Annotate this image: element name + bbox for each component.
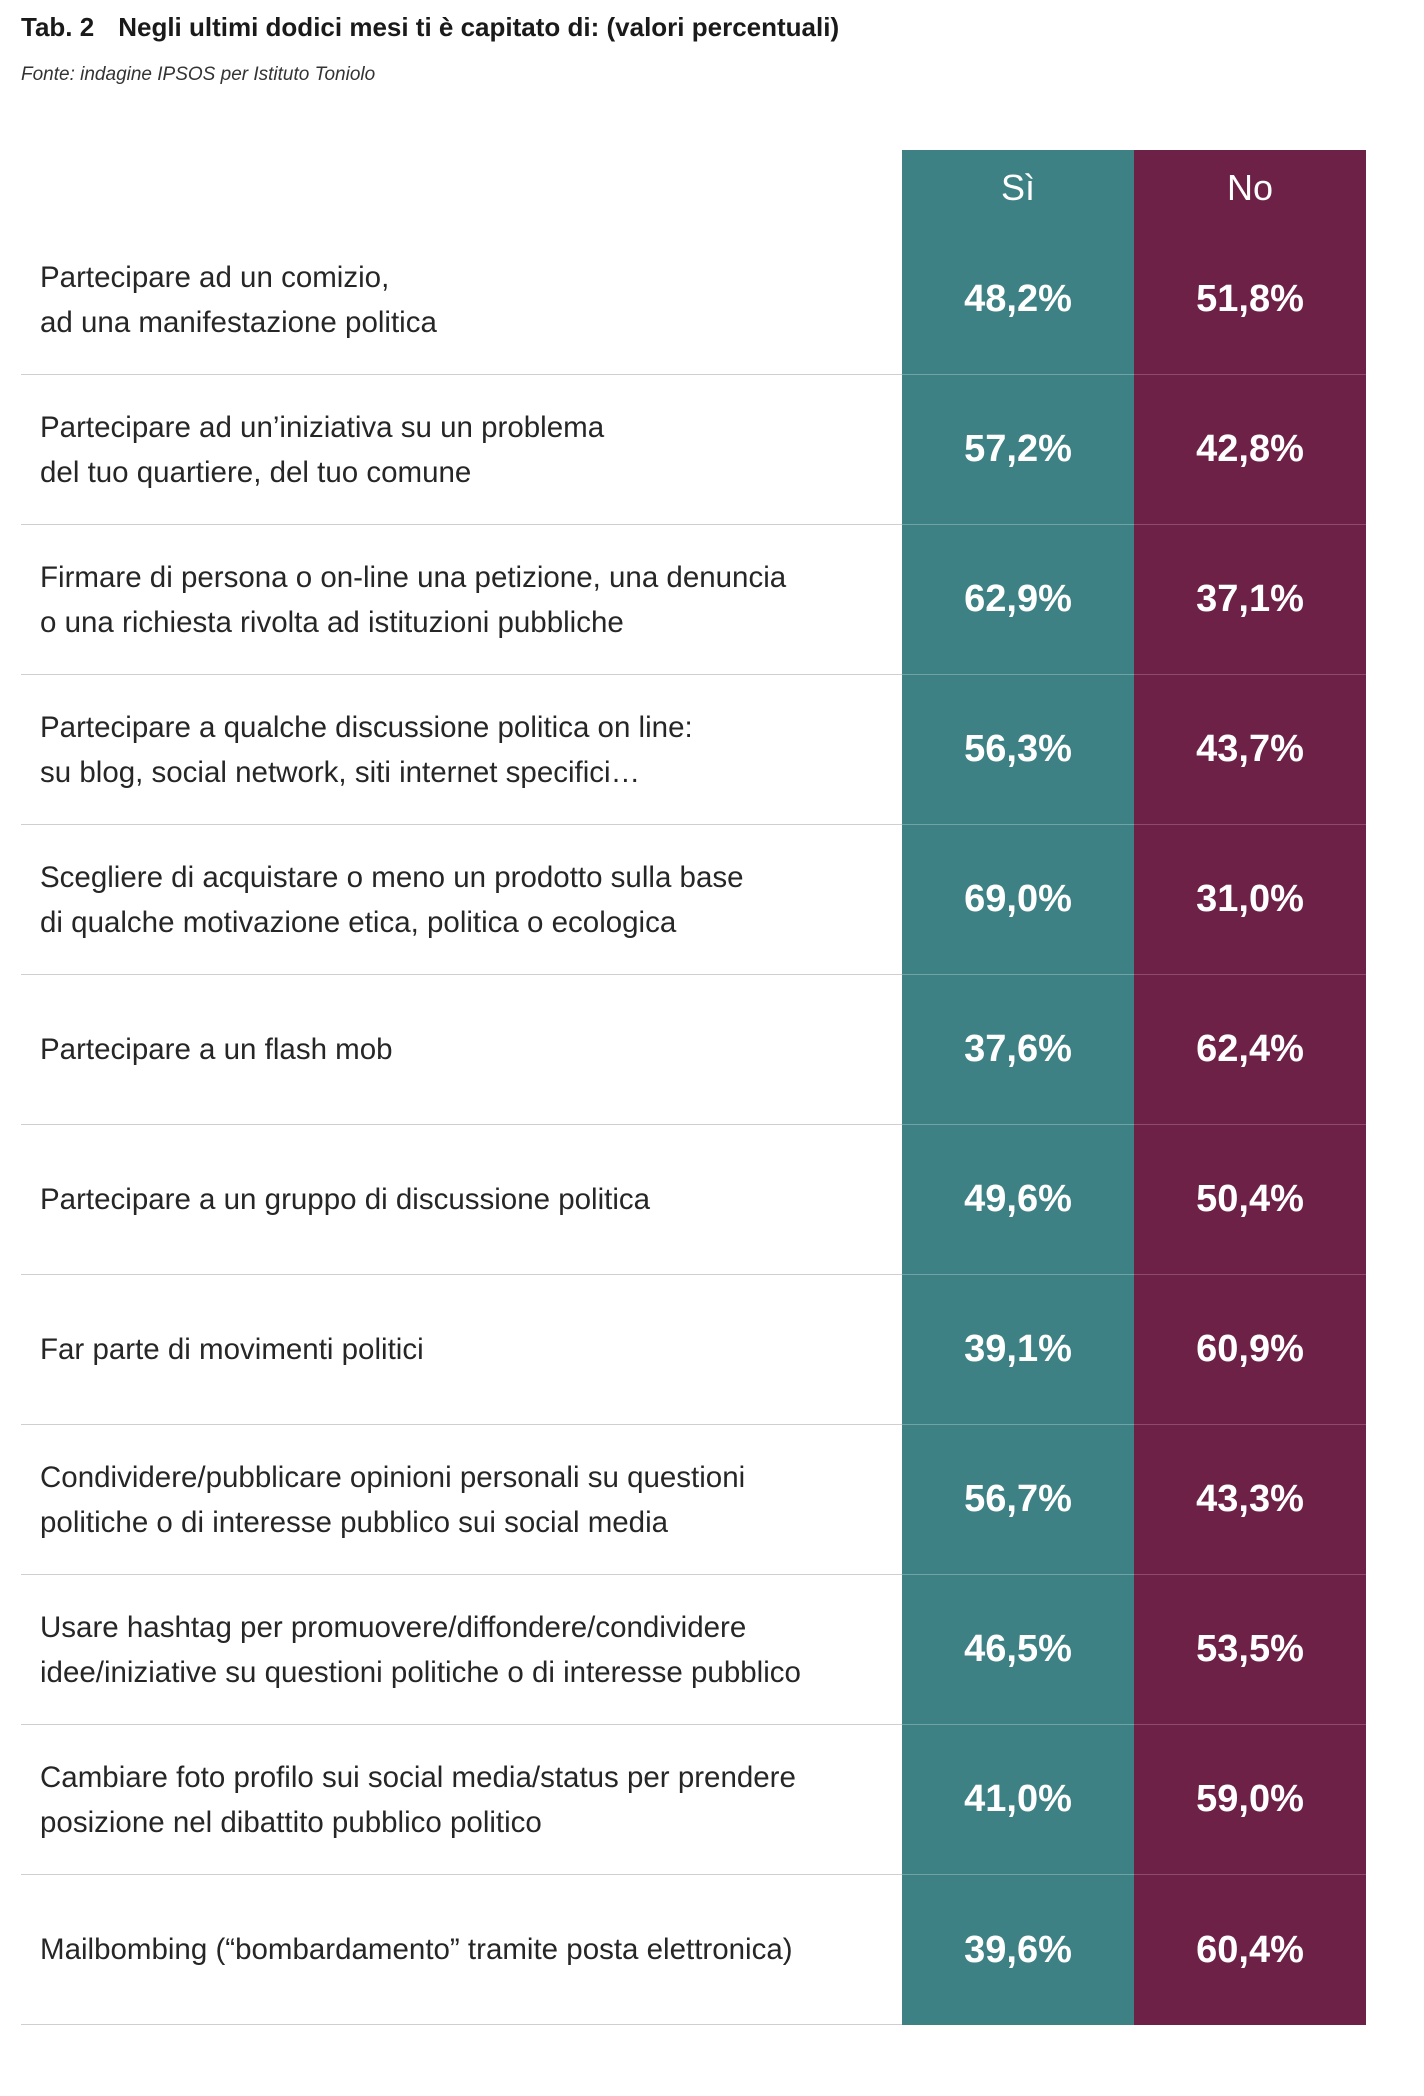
value-si: 37,6%	[902, 975, 1134, 1125]
row-label: Far parte di movimenti politici	[21, 1275, 902, 1425]
table-row: Partecipare ad un comizio, ad una manife…	[21, 225, 1366, 375]
value-no: 59,0%	[1134, 1725, 1366, 1875]
row-label: Partecipare a un flash mob	[21, 975, 902, 1125]
source-note: Fonte: indagine IPSOS per Istituto Tonio…	[21, 64, 376, 85]
row-label: Firmare di persona o on-line una petizio…	[21, 525, 902, 675]
value-no: 53,5%	[1134, 1575, 1366, 1725]
table-row: Partecipare a un gruppo di discussione p…	[21, 1125, 1366, 1275]
table-row: Firmare di persona o on-line una petizio…	[21, 525, 1366, 675]
column-header-no: No	[1134, 150, 1366, 225]
row-label: Usare hashtag per promuovere/diffondere/…	[21, 1575, 902, 1725]
table-row: Mailbombing (“bombardamento” tramite pos…	[21, 1875, 1366, 2025]
table-row: Partecipare ad un’iniziativa su un probl…	[21, 375, 1366, 525]
value-no: 43,3%	[1134, 1425, 1366, 1575]
row-label: Partecipare ad un comizio, ad una manife…	[21, 225, 902, 375]
table-row: Far parte di movimenti politici 39,1% 60,9…	[21, 1275, 1366, 1425]
value-no: 42,8%	[1134, 375, 1366, 525]
value-si: 56,3%	[902, 675, 1134, 825]
row-label: Partecipare a qualche discussione politi…	[21, 675, 902, 825]
row-label: Condividere/pubblicare opinioni personal…	[21, 1425, 902, 1575]
column-header-si: Sì	[902, 150, 1134, 225]
value-no: 50,4%	[1134, 1125, 1366, 1275]
value-si: 56,7%	[902, 1425, 1134, 1575]
value-si: 41,0%	[902, 1725, 1134, 1875]
value-si: 39,6%	[902, 1875, 1134, 2025]
value-si: 57,2%	[902, 375, 1134, 525]
table-title: Tab. 2 Negli ultimi dodici mesi ti è capi…	[21, 12, 839, 43]
value-si: 39,1%	[902, 1275, 1134, 1425]
data-table: Sì No Partecipare ad un comizio, ad una …	[21, 150, 1366, 2025]
value-no: 37,1%	[1134, 525, 1366, 675]
table-body: Partecipare ad un comizio, ad una manife…	[21, 225, 1366, 2025]
value-si: 69,0%	[902, 825, 1134, 975]
table-row: Usare hashtag per promuovere/diffondere/…	[21, 1575, 1366, 1725]
row-label: Mailbombing (“bombardamento” tramite pos…	[21, 1875, 902, 2025]
row-label: Scegliere di acquistare o meno un prodot…	[21, 825, 902, 975]
table-number: Tab. 2	[21, 12, 95, 42]
value-si: 48,2%	[902, 225, 1134, 375]
row-label: Cambiare foto profilo sui social media/s…	[21, 1725, 902, 1875]
value-no: 60,9%	[1134, 1275, 1366, 1425]
table-row: Condividere/pubblicare opinioni personal…	[21, 1425, 1366, 1575]
table-title-text: Negli ultimi dodici mesi ti è capitato d…	[118, 12, 840, 42]
value-no: 60,4%	[1134, 1875, 1366, 2025]
value-si: 46,5%	[902, 1575, 1134, 1725]
value-si: 49,6%	[902, 1125, 1134, 1275]
value-no: 31,0%	[1134, 825, 1366, 975]
header-label-spacer	[21, 150, 902, 225]
table-row: Scegliere di acquistare o meno un prodot…	[21, 825, 1366, 975]
header-row: Sì No	[21, 150, 1366, 225]
value-si: 62,9%	[902, 525, 1134, 675]
value-no: 43,7%	[1134, 675, 1366, 825]
table-row: Partecipare a un flash mob 37,6% 62,4%	[21, 975, 1366, 1125]
row-label: Partecipare ad un’iniziativa su un probl…	[21, 375, 902, 525]
value-no: 62,4%	[1134, 975, 1366, 1125]
value-no: 51,8%	[1134, 225, 1366, 375]
row-label: Partecipare a un gruppo di discussione p…	[21, 1125, 902, 1275]
table-row: Cambiare foto profilo sui social media/s…	[21, 1725, 1366, 1875]
table-row: Partecipare a qualche discussione politi…	[21, 675, 1366, 825]
